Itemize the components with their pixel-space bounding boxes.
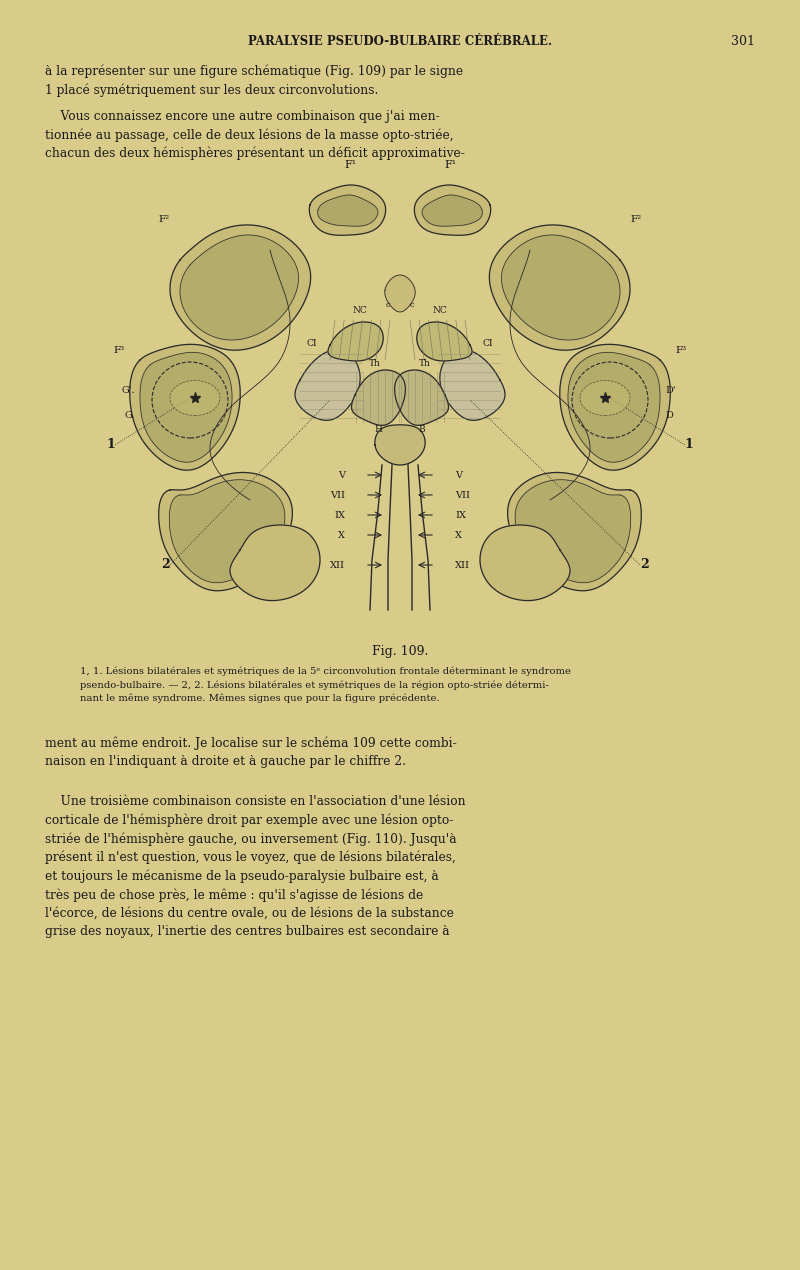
Text: F¹: F¹ [444, 160, 456, 170]
Text: Vous connaissez encore une autre combinaison que j'ai men-
tionnée au passage, c: Vous connaissez encore une autre combina… [45, 110, 465, 160]
Text: NC: NC [433, 306, 447, 315]
Polygon shape [295, 351, 360, 420]
Polygon shape [440, 351, 505, 420]
Polygon shape [158, 472, 292, 591]
Text: Th: Th [419, 359, 431, 368]
Polygon shape [318, 196, 378, 226]
Text: 1: 1 [106, 438, 115, 452]
Polygon shape [508, 472, 642, 591]
Polygon shape [480, 525, 570, 601]
Polygon shape [140, 352, 232, 462]
Text: CI: CI [482, 339, 494, 348]
Polygon shape [310, 185, 386, 235]
Text: F¹: F¹ [344, 160, 356, 170]
Text: IX: IX [455, 511, 466, 519]
Text: F²: F² [630, 216, 642, 225]
Text: Une troisième combinaison consiste en l'association d'une lésion
corticale de l': Une troisième combinaison consiste en l'… [45, 795, 466, 937]
Polygon shape [130, 344, 240, 470]
Text: IX: IX [334, 511, 345, 519]
Polygon shape [515, 480, 630, 583]
Polygon shape [417, 323, 472, 361]
Polygon shape [230, 525, 320, 601]
Text: XII: XII [455, 560, 470, 569]
Polygon shape [170, 225, 310, 351]
Text: VII: VII [455, 490, 470, 499]
Text: 1, 1. Lésions bilatérales et symétriques de la 5ᵉ circonvolution frontale déterm: 1, 1. Lésions bilatérales et symétriques… [80, 667, 571, 704]
Text: XII: XII [330, 560, 345, 569]
Ellipse shape [170, 381, 220, 415]
Text: CI: CI [306, 339, 318, 348]
Polygon shape [394, 370, 449, 425]
Text: VII: VII [330, 490, 345, 499]
Text: F³: F³ [114, 345, 125, 354]
Text: B: B [418, 425, 426, 434]
Ellipse shape [580, 381, 630, 415]
Polygon shape [385, 276, 415, 312]
Text: D': D' [665, 386, 676, 395]
Text: F³: F³ [675, 345, 686, 354]
Text: D: D [665, 410, 673, 419]
Text: V: V [338, 470, 345, 480]
Polygon shape [490, 225, 630, 351]
Text: 1: 1 [685, 438, 694, 452]
Text: 2: 2 [162, 559, 170, 572]
Polygon shape [502, 235, 620, 340]
Text: Th: Th [369, 359, 381, 368]
Polygon shape [560, 344, 670, 470]
FancyBboxPatch shape [130, 210, 670, 640]
Polygon shape [414, 185, 490, 235]
Text: X: X [455, 531, 462, 540]
Polygon shape [170, 480, 285, 583]
Text: 2: 2 [640, 559, 649, 572]
Polygon shape [351, 370, 406, 425]
Polygon shape [375, 424, 425, 465]
Text: V: V [455, 470, 462, 480]
Text: c: c [386, 301, 390, 309]
Text: H: H [374, 425, 382, 434]
Text: ment au même endroit. Je localise sur le schéma 109 cette combi-
naison en l'ind: ment au même endroit. Je localise sur le… [45, 737, 457, 768]
Text: G.: G. [125, 410, 135, 419]
Text: NC: NC [353, 306, 367, 315]
Polygon shape [328, 323, 383, 361]
Text: X: X [338, 531, 345, 540]
Text: PARALYSIE PSEUDO-BULBAIRE CÉRÉBRALE.: PARALYSIE PSEUDO-BULBAIRE CÉRÉBRALE. [248, 36, 552, 48]
Text: à la représenter sur une figure schématique (Fig. 109) par le signe
1 placé symé: à la représenter sur une figure schémati… [45, 65, 463, 98]
Text: 301: 301 [731, 36, 755, 48]
Polygon shape [180, 235, 298, 340]
Polygon shape [422, 196, 482, 226]
Text: G'.: G'. [122, 386, 135, 395]
Text: Fig. 109.: Fig. 109. [372, 645, 428, 658]
Text: F²: F² [158, 216, 170, 225]
Polygon shape [568, 352, 660, 462]
Text: c: c [410, 301, 414, 309]
